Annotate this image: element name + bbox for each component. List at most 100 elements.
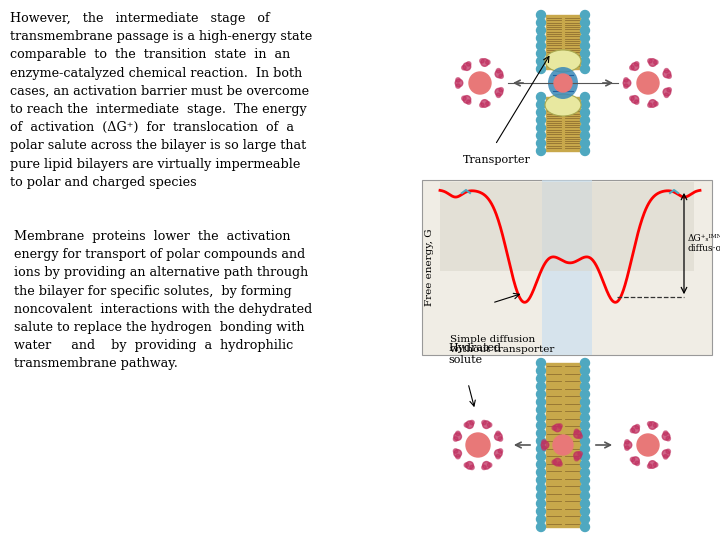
Circle shape xyxy=(466,433,490,457)
Circle shape xyxy=(637,434,659,456)
Circle shape xyxy=(580,374,590,383)
Circle shape xyxy=(580,26,590,35)
Circle shape xyxy=(580,515,590,524)
Circle shape xyxy=(630,457,635,462)
Circle shape xyxy=(580,444,590,454)
Text: pure lipid bilayers are virtually impermeable: pure lipid bilayers are virtually imperm… xyxy=(10,158,300,171)
Circle shape xyxy=(536,100,546,109)
Bar xyxy=(422,180,712,355)
Text: Hydrated
solute: Hydrated solute xyxy=(448,343,501,365)
Circle shape xyxy=(481,59,488,66)
Circle shape xyxy=(463,63,471,70)
Circle shape xyxy=(536,523,546,531)
Circle shape xyxy=(470,465,474,470)
Circle shape xyxy=(648,59,652,63)
Circle shape xyxy=(464,463,469,467)
Circle shape xyxy=(467,62,471,66)
Circle shape xyxy=(663,455,667,459)
Circle shape xyxy=(667,87,671,92)
Text: energy for transport of polar compounds and: energy for transport of polar compounds … xyxy=(10,248,305,261)
Circle shape xyxy=(624,79,631,87)
Circle shape xyxy=(575,429,579,434)
Circle shape xyxy=(654,102,658,106)
Circle shape xyxy=(496,93,500,98)
Circle shape xyxy=(536,10,546,19)
Circle shape xyxy=(455,79,463,87)
Circle shape xyxy=(580,64,590,73)
Circle shape xyxy=(554,458,561,466)
Circle shape xyxy=(542,440,546,444)
Circle shape xyxy=(536,131,546,140)
Circle shape xyxy=(536,18,546,27)
Circle shape xyxy=(580,33,590,43)
Circle shape xyxy=(536,491,546,500)
Text: polar salute across the bilayer is so large that: polar salute across the bilayer is so la… xyxy=(10,139,306,152)
Circle shape xyxy=(467,100,471,104)
Text: noncovalent  interactions with the dehydrated: noncovalent interactions with the dehydr… xyxy=(10,303,312,316)
Circle shape xyxy=(541,441,549,449)
Circle shape xyxy=(495,450,502,457)
Circle shape xyxy=(536,460,546,469)
Circle shape xyxy=(580,49,590,58)
Circle shape xyxy=(496,431,500,436)
Circle shape xyxy=(536,33,546,43)
Circle shape xyxy=(456,84,460,88)
Text: Transporter: Transporter xyxy=(463,155,531,165)
Bar xyxy=(546,15,580,69)
Circle shape xyxy=(634,100,639,104)
Circle shape xyxy=(580,476,590,484)
Circle shape xyxy=(580,437,590,445)
Circle shape xyxy=(665,93,669,98)
Circle shape xyxy=(536,413,546,422)
Circle shape xyxy=(536,57,546,66)
Circle shape xyxy=(635,461,639,465)
Circle shape xyxy=(649,100,657,107)
Circle shape xyxy=(625,446,629,450)
Circle shape xyxy=(536,507,546,516)
Circle shape xyxy=(486,60,490,64)
Circle shape xyxy=(463,96,471,103)
Circle shape xyxy=(578,451,582,456)
Circle shape xyxy=(454,433,462,441)
Circle shape xyxy=(553,435,573,455)
Circle shape xyxy=(662,433,670,440)
Circle shape xyxy=(580,116,590,125)
Circle shape xyxy=(580,123,590,132)
Text: to reach the  intermediate  stage.  The energy: to reach the intermediate stage. The ene… xyxy=(10,103,307,116)
Text: However,   the   intermediate   stage   of: However, the intermediate stage of xyxy=(10,12,270,25)
Circle shape xyxy=(580,146,590,156)
Circle shape xyxy=(666,436,670,441)
Circle shape xyxy=(542,446,546,450)
Circle shape xyxy=(536,444,546,454)
Text: ΔG⁺ₛᴵᴹᴺᴸᵉ
diffus·on: ΔG⁺ₛᴵᴹᴺᴸᵉ diffus·on xyxy=(688,234,720,253)
Circle shape xyxy=(498,449,503,453)
Circle shape xyxy=(536,26,546,35)
Circle shape xyxy=(498,437,503,441)
Text: Free energy, G: Free energy, G xyxy=(425,228,433,306)
Circle shape xyxy=(554,424,561,431)
Circle shape xyxy=(496,454,500,459)
Circle shape xyxy=(649,422,656,429)
Circle shape xyxy=(580,523,590,531)
Circle shape xyxy=(536,382,546,391)
Circle shape xyxy=(580,507,590,516)
Circle shape xyxy=(499,74,503,78)
Circle shape xyxy=(482,421,486,425)
Circle shape xyxy=(466,462,473,469)
Circle shape xyxy=(536,359,546,368)
Circle shape xyxy=(536,421,546,430)
Circle shape xyxy=(482,462,490,469)
Circle shape xyxy=(466,421,473,428)
Circle shape xyxy=(663,89,671,96)
Circle shape xyxy=(624,78,629,82)
Ellipse shape xyxy=(548,67,578,99)
Text: to polar and charged species: to polar and charged species xyxy=(10,176,197,189)
Circle shape xyxy=(536,42,546,50)
Circle shape xyxy=(536,146,546,156)
Circle shape xyxy=(630,96,634,100)
Circle shape xyxy=(456,78,460,82)
Circle shape xyxy=(495,433,502,441)
Circle shape xyxy=(482,465,486,470)
Circle shape xyxy=(648,103,652,107)
Circle shape xyxy=(481,100,488,107)
